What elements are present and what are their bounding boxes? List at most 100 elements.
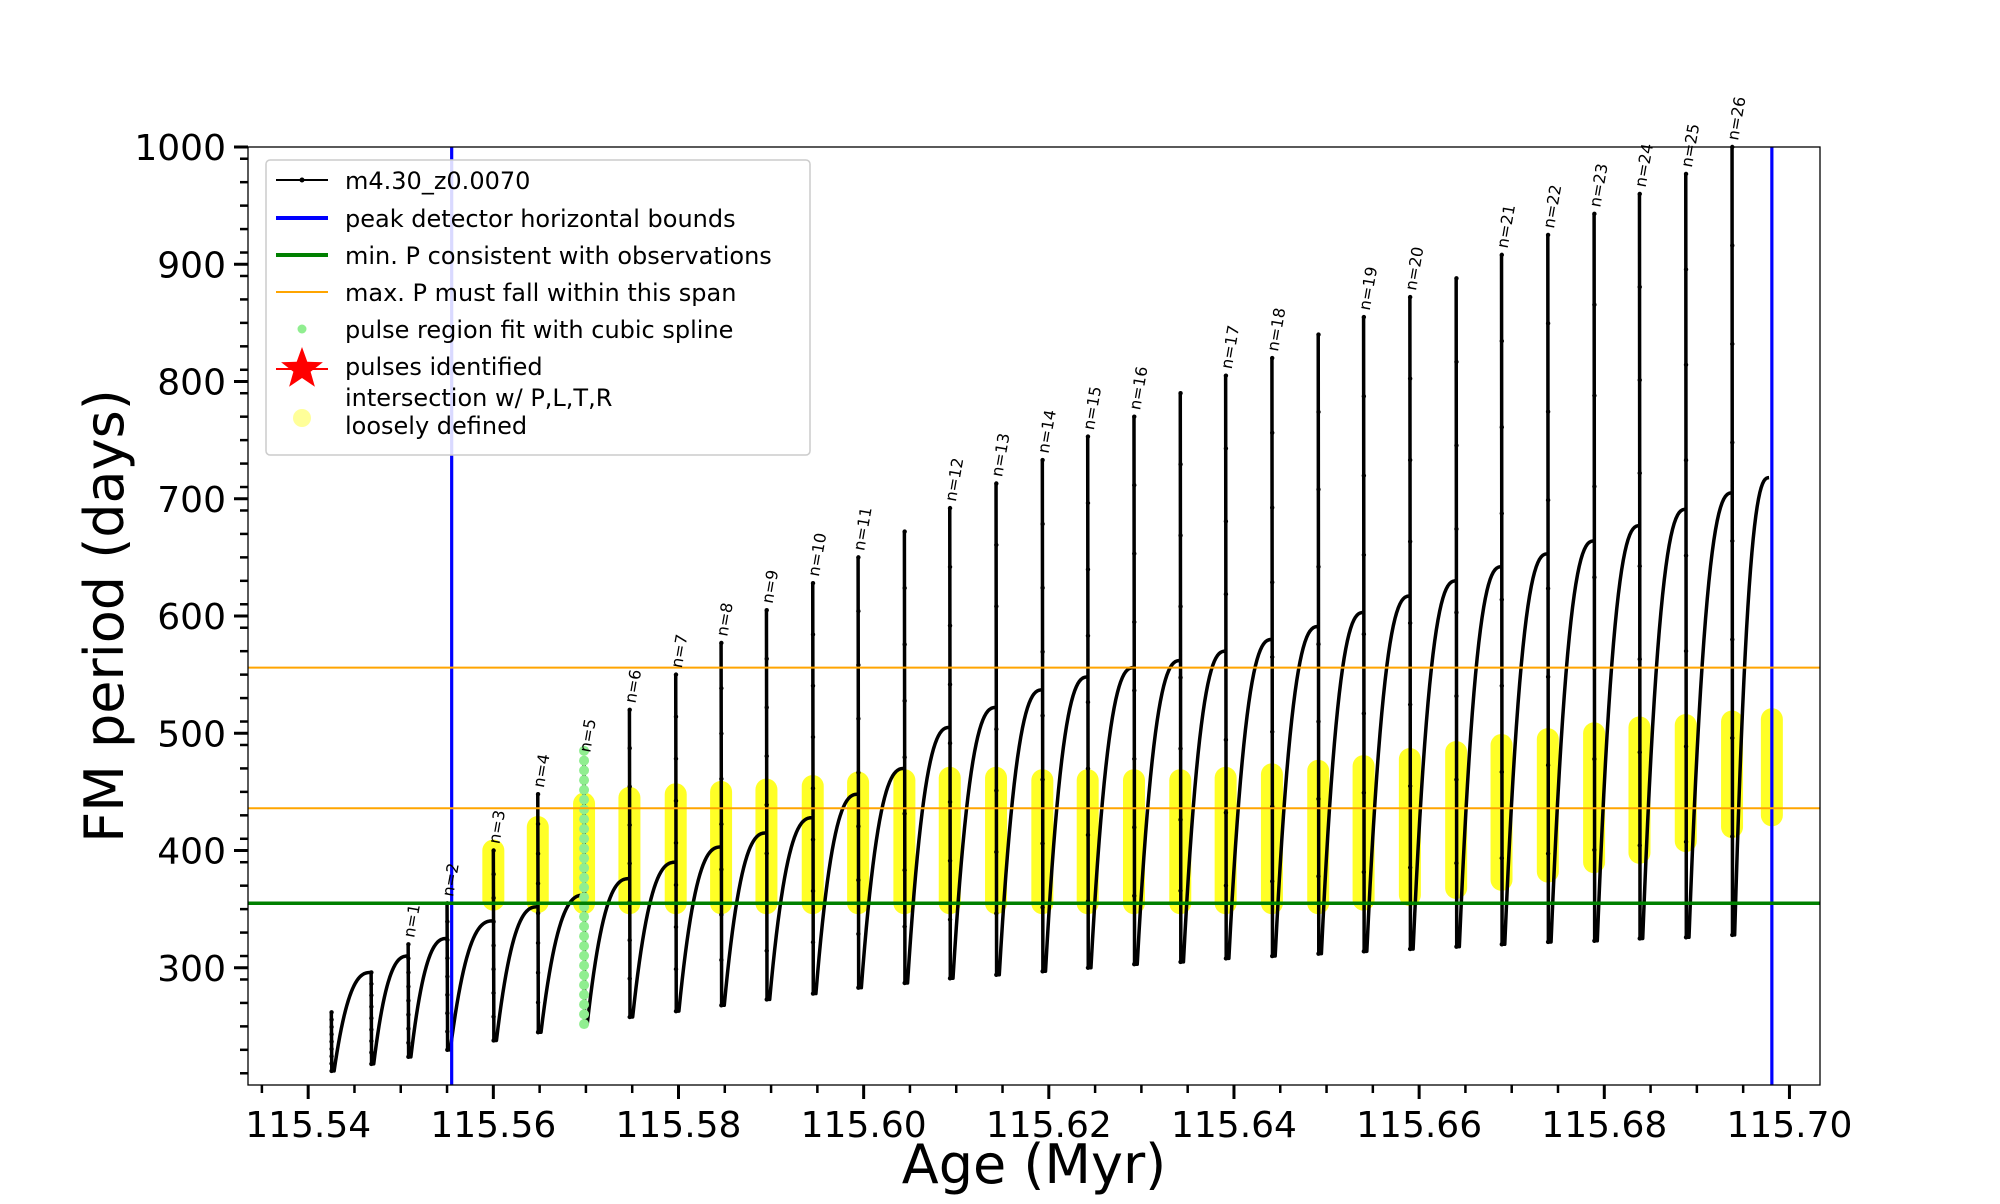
pulse-marker [1270,953,1275,959]
pulse-curve [994,483,1043,977]
pulse-marker [673,1008,679,1014]
pulse-marker [329,1046,334,1052]
pulse-curve [406,936,448,1059]
spline-point [579,1009,590,1020]
pulse-curve [856,557,905,990]
spline-point [579,989,590,1000]
pulse-marker [856,662,861,668]
pulse-marker [1683,839,1689,845]
pulse-curve [1132,416,1181,966]
pulse-marker [1683,744,1689,749]
pulse-marker [994,481,999,486]
pulse-marker [764,656,769,661]
pulse-marker [1730,341,1735,347]
pulse-marker [627,745,632,751]
pulse-marker [1683,362,1689,367]
pulse-marker [810,580,816,586]
x-tick-label: 115.62 [986,1105,1112,1146]
pulse-marker [406,1040,411,1045]
pulse-marker [329,1054,334,1059]
pulse-marker [810,632,816,637]
pulse-marker [445,1029,450,1034]
pulse-curve [1454,278,1502,949]
pulse-marker [1178,604,1183,609]
spline-point [579,931,590,942]
pulse-marker [491,895,496,901]
pulse-marker [1545,674,1551,680]
pulse-marker [1085,766,1091,771]
pulse-marker [491,1014,496,1019]
pulse-marker [535,792,541,797]
pulse-marker [810,786,816,791]
pulse-marker [1270,355,1275,361]
pulse-marker [1270,654,1275,660]
pulse-marker [1637,750,1642,755]
pulse-marker [1040,777,1045,782]
pulse-marker [1545,939,1551,945]
pulse-marker [329,1017,334,1022]
pulse-marker [491,990,496,996]
pulse-marker [1454,777,1459,782]
pulse-marker [673,756,679,761]
pulse-marker [627,707,632,712]
pulse-marker [491,1038,496,1043]
pulse-marker [673,714,679,719]
spline-point [579,960,590,971]
pulse-curve [764,610,813,1002]
pulse-label: n=25 [1677,122,1703,169]
pulse-curve [1499,254,1548,947]
pulse-marker [1499,338,1505,344]
pulse-label: n=15 [1079,385,1105,432]
pulse-marker [764,705,769,710]
pulse-curve [719,642,767,1008]
reference-lines-layer [248,147,1820,1085]
pulse-marker [1132,619,1137,625]
pulse-marker [1730,440,1735,445]
pulse-marker [673,924,679,930]
spline-point [579,980,590,991]
pulse-marker [1223,373,1229,378]
pulse-marker [673,798,679,804]
pulse-marker [535,821,541,827]
pulse-marker [445,1047,450,1053]
pulse-marker [1683,458,1689,463]
pulse-marker [673,966,679,972]
pulse-marker [947,799,953,805]
pulse-marker [1637,843,1642,848]
pulse-marker [1040,905,1045,910]
pulse-label: n=4 [529,752,554,789]
pulse-marker [1316,874,1321,879]
pulse-marker [1407,620,1413,626]
spline-point [579,921,590,932]
pulse-marker [1683,553,1689,558]
pulse-label: n=22 [1539,183,1565,230]
pulse-marker [1407,376,1413,381]
spline-point [579,853,590,864]
pulse-marker [902,867,907,873]
pulse-label: n=3 [485,809,510,846]
pulse-marker [1178,888,1183,894]
pulse-marker [947,682,953,687]
pulse-marker [491,919,496,924]
pulse-marker [1592,393,1597,398]
pulse-marker [1454,443,1459,448]
spline-point [579,745,590,756]
pulse-curve [1223,375,1273,961]
pulse-marker [1637,191,1642,197]
pulse-marker [406,956,411,961]
pulse-marker [535,1000,541,1005]
pulse-curve [1040,460,1088,974]
pulse-marker [627,861,632,866]
pulse-marker [1361,949,1367,954]
pulse-marker [1545,763,1551,768]
pulse-marker [1270,505,1275,510]
spline-point [579,823,590,834]
pulse-marker [902,698,907,704]
pulse-marker [1637,377,1642,383]
pulse-marker [445,1010,450,1016]
pulse-marker [1407,457,1413,463]
pulse-marker [369,1004,374,1009]
pulse-marker [1592,756,1597,762]
pulse-marker [673,672,679,677]
